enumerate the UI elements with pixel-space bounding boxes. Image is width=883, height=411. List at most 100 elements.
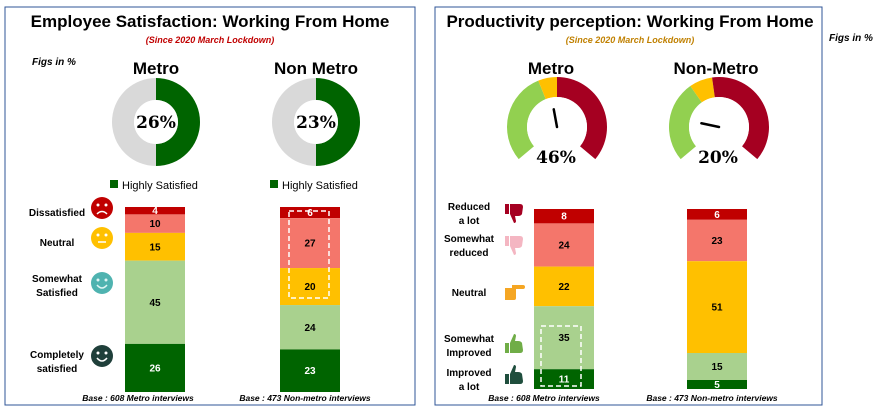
donut-center-label: 23% bbox=[296, 113, 336, 133]
right-group-label-nonmetro: Non-Metro bbox=[674, 59, 759, 78]
right-category-label-3: Somewhat bbox=[444, 334, 495, 345]
happy-face-icon bbox=[91, 345, 113, 367]
right-bar-metro-segment-label-1: 24 bbox=[558, 241, 570, 252]
chart-marks: 26% Highly Satisfied 23% Highly Satisfied 4 1… bbox=[29, 76, 770, 393]
angry-face-icon-mouth bbox=[96, 210, 108, 215]
thumbs-up-dark-icon bbox=[505, 365, 523, 384]
left-bar-metro-segment-0 bbox=[125, 207, 185, 215]
happy-face-icon-mouth bbox=[96, 357, 108, 362]
thumb-cuff bbox=[505, 236, 509, 246]
left-category-label-0: Dissatisfied bbox=[29, 208, 85, 219]
right-bar-metro-segment-2 bbox=[534, 266, 594, 307]
thumb-hand bbox=[510, 236, 523, 255]
right-category-label-1: Somewhat bbox=[444, 234, 495, 245]
smile-face-icon bbox=[91, 272, 113, 294]
right-bar-metro-segment-label-2: 22 bbox=[558, 282, 570, 293]
gauge-band-2 bbox=[557, 77, 607, 160]
gauge-band-1 bbox=[690, 77, 715, 103]
right-bar-metro-segment-label-0: 8 bbox=[561, 212, 567, 223]
right-bar-nonmetro-segment-0 bbox=[687, 209, 747, 220]
right-category-label-1: reduced bbox=[450, 248, 489, 259]
left-category-label-2: Satisfied bbox=[36, 288, 78, 299]
right-category-label-4: Improved bbox=[446, 368, 491, 379]
thumb-cuff bbox=[505, 204, 509, 214]
right-bar-metro-segment-label-4: 11 bbox=[559, 375, 570, 386]
legend-label-highly-satisfied: Highly Satisfied bbox=[122, 180, 198, 192]
left-bar-metro-segment-label-1: 10 bbox=[149, 219, 161, 230]
gauge-needle bbox=[700, 122, 721, 129]
right-group-label-metro: Metro bbox=[528, 59, 574, 78]
gauge-band-0 bbox=[668, 86, 702, 160]
right-chart-subtitle: (Since 2020 March Lockdown) bbox=[566, 35, 695, 45]
right-bar-metro-segment-4 bbox=[534, 369, 594, 389]
right-figs-note: Figs in % bbox=[829, 33, 873, 44]
right-bar-nonmetro-segment-2 bbox=[687, 261, 747, 353]
neutral-face-icon-eye-l bbox=[96, 233, 100, 237]
gauge-needle bbox=[552, 108, 559, 129]
left-bar-nonmetro-segment-label-2: 20 bbox=[304, 282, 316, 293]
gauge-band-0 bbox=[506, 80, 546, 160]
gauge-band-1 bbox=[538, 77, 557, 100]
neutral-face-icon-eye-r bbox=[104, 233, 108, 237]
thumb-cuff bbox=[505, 343, 509, 353]
left-bar-nonmetro-segment-0 bbox=[280, 207, 340, 219]
right-bar-nonmetro-segment-label-2: 51 bbox=[711, 303, 723, 314]
angry-face-icon bbox=[91, 197, 113, 219]
gauge-band-2 bbox=[712, 76, 770, 160]
left-bar-nonmetro-segment-2 bbox=[280, 268, 340, 306]
happy-face-icon-eye-r bbox=[104, 351, 108, 355]
thumb-hand bbox=[510, 204, 523, 223]
left-highlight-box bbox=[288, 210, 330, 299]
right-bar-metro-segment-label-3: 35 bbox=[558, 333, 570, 344]
right-category-label-4: a lot bbox=[459, 382, 480, 393]
left-group-label-nonmetro: Non Metro bbox=[274, 59, 358, 78]
left-bar-metro-segment-2 bbox=[125, 232, 185, 261]
right-bar-metro-segment-0 bbox=[534, 209, 594, 224]
legend-swatch-highly-satisfied bbox=[110, 180, 118, 188]
left-bar-nonmetro-segment-label-0: 6 bbox=[307, 208, 313, 219]
right-bar-nonmetro-segment-label-1: 23 bbox=[711, 236, 723, 247]
left-category-label-3: satisfied bbox=[37, 364, 78, 375]
right-bar-nonmetro-segment-4 bbox=[687, 380, 747, 389]
left-bar-nonmetro-segment-label-4: 23 bbox=[304, 366, 316, 377]
right-category-label-2: Neutral bbox=[452, 288, 487, 299]
right-bar-nonmetro-segment-1 bbox=[687, 219, 747, 262]
pointing-hand bbox=[505, 285, 525, 300]
happy-face-icon-eye-l bbox=[96, 351, 100, 355]
right-bar-metro-segment-1 bbox=[534, 223, 594, 267]
thumb-cuff bbox=[505, 374, 509, 384]
left-base-note-metro: Base : 608 Metro interviews bbox=[82, 393, 194, 403]
angry-face-icon-eye-r bbox=[104, 203, 108, 207]
left-bar-metro-segment-4 bbox=[125, 343, 185, 392]
legend-label-highly-satisfied: Highly Satisfied bbox=[282, 180, 358, 192]
left-bar-metro-segment-label-0: 4 bbox=[152, 206, 158, 217]
left-bar-nonmetro-segment-3 bbox=[280, 305, 340, 350]
right-bar-metro-segment-3 bbox=[534, 306, 594, 370]
right-base-note-metro: Base : 608 Metro interviews bbox=[488, 393, 600, 403]
left-category-label-3: Completely bbox=[30, 350, 84, 361]
left-bar-metro-segment-label-2: 15 bbox=[149, 242, 161, 253]
donut-center-label: 26% bbox=[136, 113, 176, 133]
smile-face-icon-mouth bbox=[96, 284, 108, 289]
left-bar-nonmetro-segment-label-3: 24 bbox=[304, 323, 316, 334]
donut-metro bbox=[112, 78, 200, 166]
thumbs-up-light-icon bbox=[505, 334, 523, 353]
right-category-label-0: a lot bbox=[459, 216, 480, 227]
thumbs-down-light-icon bbox=[505, 236, 523, 255]
left-bar-nonmetro-segment-4 bbox=[280, 349, 340, 392]
hand-pointing-icon bbox=[505, 285, 525, 300]
left-bar-nonmetro-segment-label-1: 27 bbox=[304, 239, 316, 250]
left-base-note-nonmetro: Base : 473 Non-metro interviews bbox=[239, 393, 371, 403]
right-bar-nonmetro-segment-label-4: 5 bbox=[714, 380, 720, 391]
legend-swatch-highly-satisfied bbox=[270, 180, 278, 188]
right-chart-title: Productivity perception: Working From Ho… bbox=[446, 12, 813, 31]
left-category-label-2: Somewhat bbox=[32, 274, 83, 285]
thumbs-down-dark-icon bbox=[505, 204, 523, 223]
right-category-label-3: Improved bbox=[446, 348, 491, 359]
panel-left bbox=[4, 6, 416, 406]
neutral-face-icon bbox=[91, 227, 113, 249]
right-highlight-box bbox=[540, 325, 582, 387]
angry-face-icon-eye-l bbox=[96, 203, 100, 207]
gauge-value-label: 46% bbox=[536, 148, 576, 168]
